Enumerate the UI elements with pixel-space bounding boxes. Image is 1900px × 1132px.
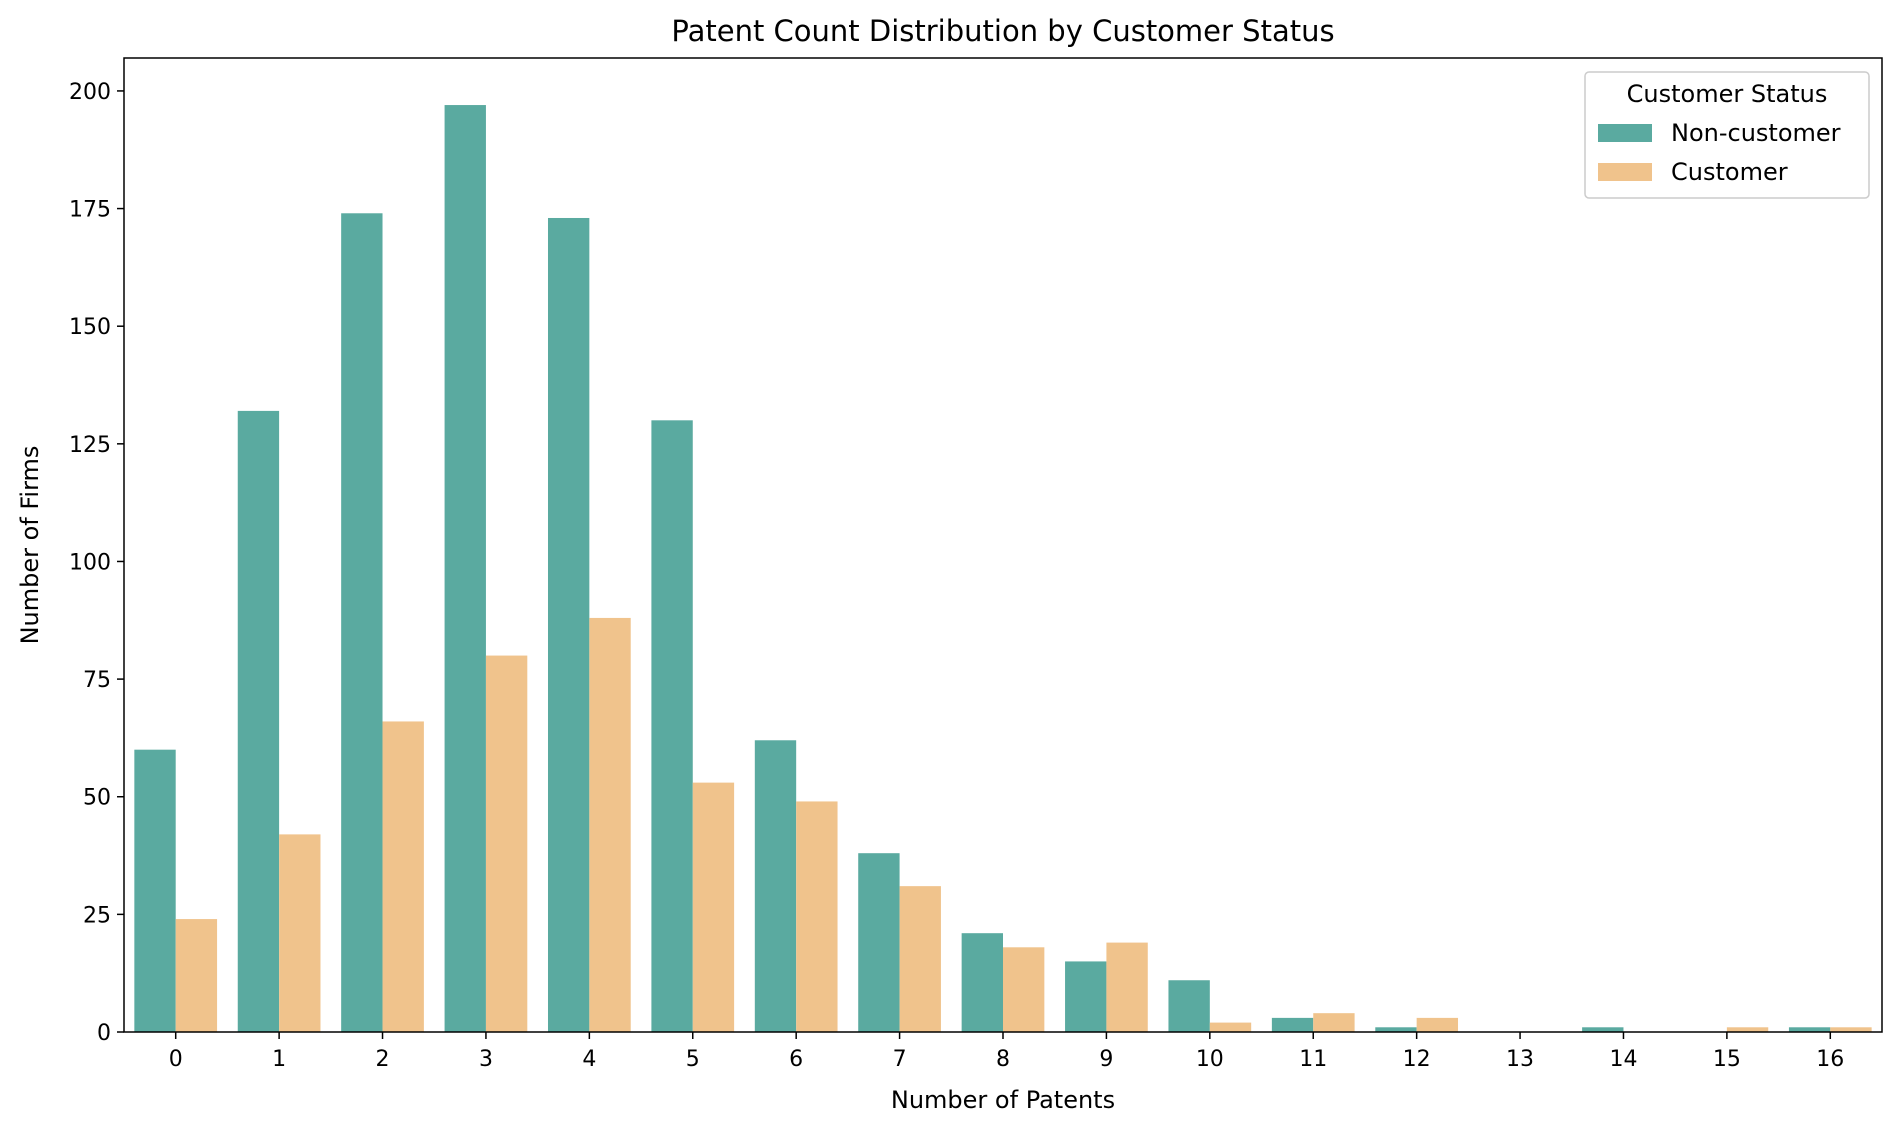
x-tick-label-10: 10: [1196, 1047, 1224, 1072]
y-tick-label-75: 75: [83, 668, 111, 693]
legend-box: [1584, 71, 1870, 199]
x-tick-label-2: 2: [376, 1047, 390, 1072]
y-tick-label-25: 25: [83, 903, 111, 928]
bar-non-customer-12: [1375, 1027, 1417, 1032]
legend-label-customer: Customer: [1671, 158, 1788, 186]
x-tick-label-4: 4: [582, 1047, 596, 1072]
bar-non-customer-4: [547, 217, 590, 1033]
bar-customer-12: [1416, 1017, 1459, 1032]
x-tick-label-0: 0: [169, 1047, 183, 1072]
y-tick-label-200: 200: [69, 80, 111, 105]
y-axis-label: Number of Firms: [16, 446, 44, 645]
x-tick-label-6: 6: [789, 1047, 803, 1072]
bar-non-customer-9: [1065, 961, 1107, 1032]
x-tick-label-1: 1: [272, 1047, 286, 1072]
bar-customer-16: [1830, 1027, 1872, 1032]
bar-non-customer-14: [1582, 1027, 1624, 1032]
bar-non-customer-11: [1271, 1017, 1314, 1032]
bar-non-customer-0: [134, 749, 176, 1032]
bars-group: [134, 105, 1872, 1033]
bar-customer-2: [382, 721, 424, 1032]
bar-non-customer-5: [651, 420, 693, 1032]
bar-non-customer-2: [341, 213, 383, 1032]
x-tick-label-15: 15: [1713, 1047, 1741, 1072]
y-tick-label-150: 150: [69, 315, 111, 340]
bar-customer-4: [589, 617, 631, 1032]
x-tick-label-11: 11: [1299, 1047, 1327, 1072]
x-tick-label-3: 3: [479, 1047, 493, 1072]
plot-frame: [123, 57, 1883, 1033]
bar-customer-8: [1003, 947, 1045, 1032]
legend: Customer Status Non-customer Customer: [1584, 71, 1870, 199]
bar-customer-0: [175, 919, 218, 1032]
bar-non-customer-3: [444, 105, 486, 1033]
chart-title: Patent Count Distribution by Customer St…: [671, 14, 1334, 48]
bar-non-customer-7: [858, 853, 900, 1032]
bar-customer-3: [485, 655, 528, 1032]
y-tick-label-0: 0: [97, 1021, 111, 1046]
bar-customer-15: [1726, 1027, 1769, 1032]
x-tick-label-8: 8: [996, 1047, 1010, 1072]
x-axis-ticks: 0 1 2 3 4 5 6 7 8 9 10 11 12 13 14 15 16: [169, 1032, 1844, 1072]
bar-non-customer-6: [754, 740, 797, 1032]
bar-non-customer-8: [961, 933, 1003, 1032]
bar-non-customer-16: [1788, 1027, 1831, 1032]
x-tick-label-14: 14: [1609, 1047, 1637, 1072]
y-tick-label-125: 125: [69, 433, 111, 458]
bar-customer-5: [692, 782, 735, 1032]
bar-customer-11: [1313, 1013, 1355, 1032]
bar-customer-1: [279, 834, 321, 1032]
x-tick-label-16: 16: [1816, 1047, 1844, 1072]
y-tick-label-50: 50: [83, 786, 111, 811]
legend-swatch-customer: [1598, 163, 1652, 181]
y-tick-label-175: 175: [69, 198, 111, 223]
bar-non-customer-10: [1168, 980, 1210, 1032]
x-tick-label-13: 13: [1506, 1047, 1534, 1072]
bar-non-customer-1: [237, 410, 280, 1032]
bar-customer-10: [1209, 1022, 1252, 1032]
bar-customer-9: [1106, 942, 1148, 1032]
legend-swatch-non-customer: [1598, 124, 1652, 142]
legend-title: Customer Status: [1627, 80, 1828, 108]
x-tick-label-7: 7: [893, 1047, 907, 1072]
bar-customer-6: [796, 801, 838, 1032]
y-tick-label-100: 100: [69, 550, 111, 575]
x-tick-label-5: 5: [686, 1047, 700, 1072]
x-axis-label: Number of Patents: [891, 1086, 1115, 1114]
legend-label-non-customer: Non-customer: [1671, 119, 1841, 147]
bar-customer-7: [899, 886, 941, 1032]
x-tick-label-9: 9: [1099, 1047, 1113, 1072]
x-tick-label-12: 12: [1403, 1047, 1431, 1072]
y-axis-ticks: 0 25 50 75 100 125 150 175 200: [69, 80, 124, 1046]
